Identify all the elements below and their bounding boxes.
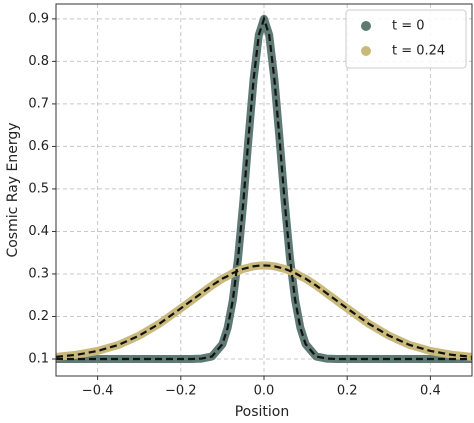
y-tick-label: 0.1 [28,351,49,366]
x-tick-label: 0.4 [420,384,441,399]
plot-frame [55,3,473,377]
x-tick-label: 0.2 [337,384,358,399]
y-tick-label: 0.3 [28,266,49,281]
overlay-line [56,264,472,358]
y-tick-label: 0.6 [28,139,49,154]
legend-marker [361,46,371,56]
y-axis-label: Cosmic Ray Energy [5,122,21,257]
legend-marker [361,21,371,31]
x-tick-label: 0.0 [254,384,275,399]
legend-label: t = 0 [392,19,425,34]
x-tick-label: −0.2 [165,384,197,399]
y-tick-label: 0.2 [28,309,49,324]
y-tick-label: 0.8 [28,54,49,69]
y-tick-label: 0.7 [28,96,49,111]
legend-box [345,9,467,69]
y-tick-label: 0.4 [28,224,49,239]
x-tick-label: −0.4 [82,384,114,399]
overlay-line [56,15,472,361]
legend-label: t = 0.24 [392,44,445,59]
x-axis-label: Position [235,404,290,420]
y-tick-label: 0.5 [28,181,49,196]
y-tick-label: 0.9 [28,11,49,26]
